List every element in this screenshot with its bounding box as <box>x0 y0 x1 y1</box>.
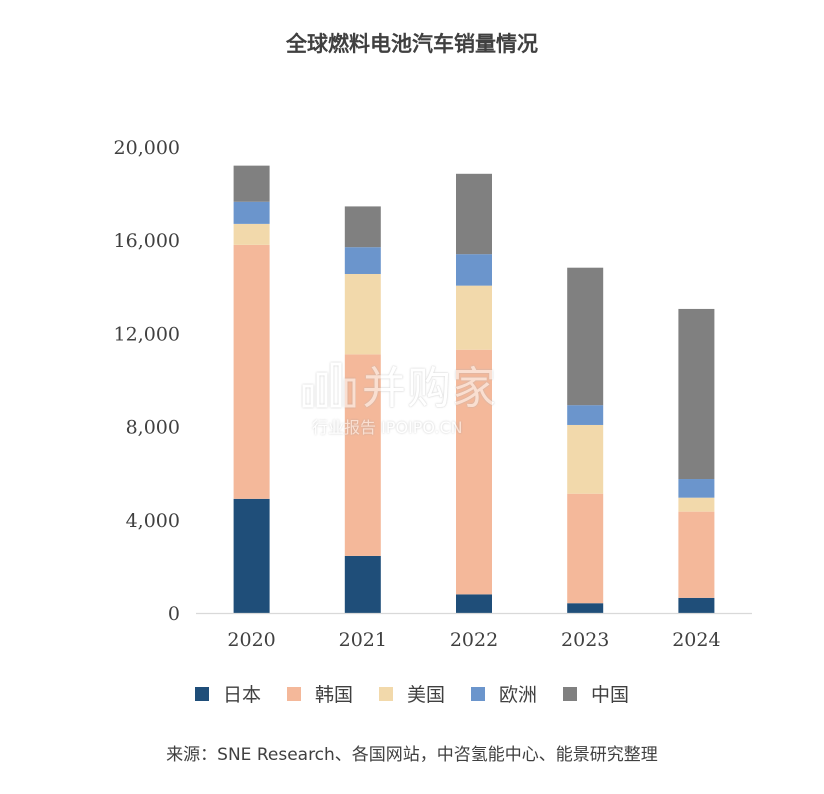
watermark-sub-text: 行业报告 IPOIPO.CN <box>312 418 463 437</box>
legend-label: 韩国 <box>314 684 353 706</box>
chart-legend: 日本 韩国 美国 欧洲 中国 <box>0 680 824 707</box>
x-tick-label-2022: 2022 <box>450 629 498 651</box>
y-tick-label-4: 16,000 <box>114 230 180 252</box>
y-tick-label-3: 12,000 <box>114 323 180 345</box>
legend-swatch <box>563 686 578 701</box>
bar-2020-日本 <box>233 498 270 613</box>
bar-2022-日本 <box>456 594 492 613</box>
legend-item-日本: 日本 <box>194 680 261 707</box>
bar-2024-韩国 <box>678 511 715 598</box>
legend-swatch <box>378 686 393 701</box>
legend-item-欧洲: 欧洲 <box>471 680 537 707</box>
watermark-main-text: 并购家 <box>362 363 497 414</box>
y-tick-label-1: 4,000 <box>126 510 180 532</box>
watermark-bars-icon <box>302 362 356 408</box>
bar-2022-中国 <box>456 173 492 255</box>
bar-2023-日本 <box>567 603 604 613</box>
x-tick-label-2021: 2021 <box>339 629 387 651</box>
legend-swatch <box>471 686 485 701</box>
bar-2022-美国 <box>456 285 492 350</box>
bar-2021-日本 <box>344 555 381 613</box>
legend-label: 中国 <box>591 684 630 706</box>
bar-2021-韩国 <box>344 354 381 556</box>
bar-2021-中国 <box>344 206 381 248</box>
bar-2023-韩国 <box>567 493 604 604</box>
bar-2022-韩国 <box>456 349 492 595</box>
bar-2024-美国 <box>678 497 715 512</box>
x-tick-label-2023: 2023 <box>561 629 609 651</box>
legend-label: 美国 <box>406 684 445 706</box>
y-tick-label-0: 0 <box>168 603 180 625</box>
x-tick-label-2020: 2020 <box>227 629 275 651</box>
legend-label: 欧洲 <box>499 684 538 706</box>
y-tick-label-2: 8,000 <box>126 417 180 439</box>
bar-2023-中国 <box>567 267 604 406</box>
chart-title: 全球燃料电池汽车销量情况 <box>286 32 538 56</box>
bar-2020-中国 <box>233 165 270 202</box>
bar-2021-美国 <box>344 273 381 355</box>
stacked-bar-chart: 0 4,000 8,000 12,000 16,000 20,000 2020 2021 202… <box>114 137 752 651</box>
bar-2020-韩国 <box>233 244 270 499</box>
bar-2020-欧洲 <box>233 201 270 224</box>
bar-2024-欧洲 <box>678 479 715 498</box>
watermark: 并购家 行业报告 IPOIPO.CN <box>300 352 530 442</box>
x-tick-label-2024: 2024 <box>672 629 720 651</box>
bar-2023-欧洲 <box>567 405 604 425</box>
y-tick-label-5: 20,000 <box>114 137 180 159</box>
legend-label: 日本 <box>222 684 261 706</box>
legend-item-韩国: 韩国 <box>286 680 353 707</box>
bar-2021-欧洲 <box>344 247 381 274</box>
legend-item-中国: 中国 <box>563 680 629 707</box>
bar-2020-美国 <box>233 223 270 245</box>
bar-2024-日本 <box>678 597 715 613</box>
legend-swatch <box>194 686 209 701</box>
bar-2022-欧洲 <box>456 254 492 286</box>
bar-2024-中国 <box>678 308 715 480</box>
source-note: 来源：SNE Research、各国网站，中咨氢能中心、能景研究整理 <box>166 745 658 765</box>
bar-2023-美国 <box>567 424 604 494</box>
legend-item-美国: 美国 <box>378 680 445 707</box>
legend-swatch <box>286 686 301 701</box>
